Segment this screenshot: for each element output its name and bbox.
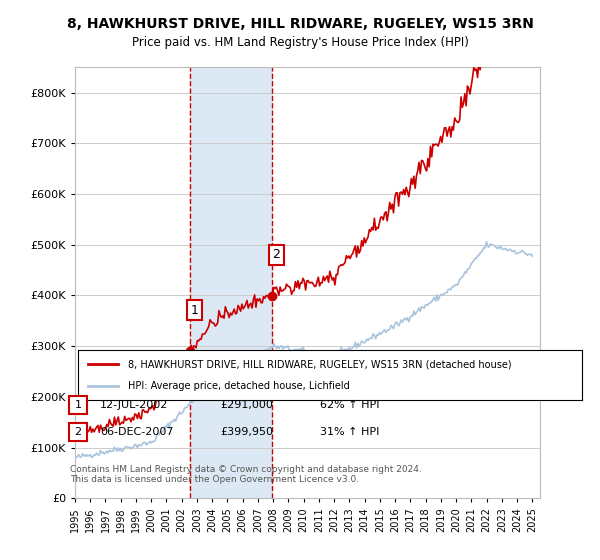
Text: 1: 1: [74, 400, 82, 410]
FancyBboxPatch shape: [69, 423, 87, 441]
Text: HPI: Average price, detached house, Lichfield: HPI: Average price, detached house, Lich…: [128, 381, 350, 391]
Text: £399,950: £399,950: [220, 427, 273, 437]
Text: 2: 2: [74, 427, 82, 437]
Text: 31% ↑ HPI: 31% ↑ HPI: [320, 427, 379, 437]
Text: 62% ↑ HPI: 62% ↑ HPI: [320, 400, 380, 410]
Text: Contains HM Land Registry data © Crown copyright and database right 2024.
This d: Contains HM Land Registry data © Crown c…: [70, 465, 422, 484]
Text: 06-DEC-2007: 06-DEC-2007: [100, 427, 173, 437]
Text: 8, HAWKHURST DRIVE, HILL RIDWARE, RUGELEY, WS15 3RN (detached house): 8, HAWKHURST DRIVE, HILL RIDWARE, RUGELE…: [128, 359, 512, 369]
Text: Price paid vs. HM Land Registry's House Price Index (HPI): Price paid vs. HM Land Registry's House …: [131, 36, 469, 49]
Text: 8, HAWKHURST DRIVE, HILL RIDWARE, RUGELEY, WS15 3RN: 8, HAWKHURST DRIVE, HILL RIDWARE, RUGELE…: [67, 17, 533, 31]
FancyBboxPatch shape: [69, 396, 87, 414]
Text: 1: 1: [190, 304, 199, 317]
Text: 2: 2: [272, 249, 280, 262]
Bar: [190, 67, 272, 498]
Text: £291,000: £291,000: [220, 400, 273, 410]
Text: 12-JUL-2002: 12-JUL-2002: [100, 400, 169, 410]
